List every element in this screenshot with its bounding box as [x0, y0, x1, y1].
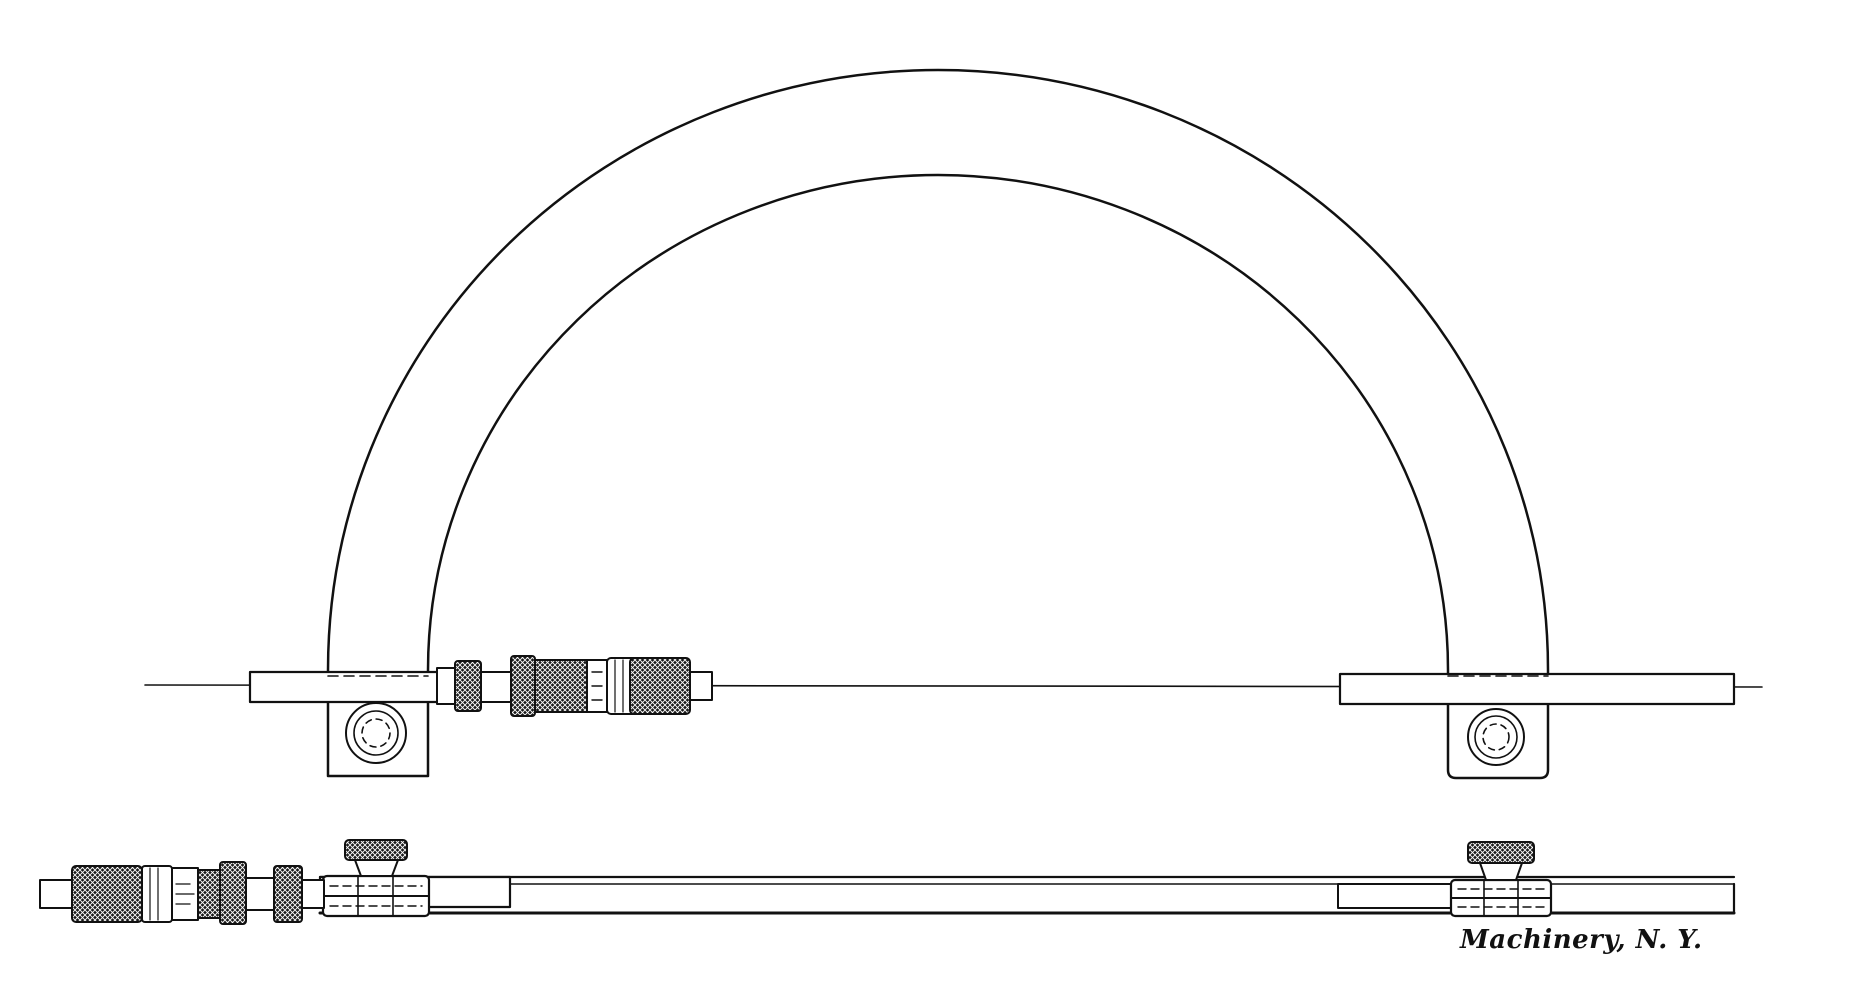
side-view-right-clamp	[1449, 841, 1553, 918]
micrometer-head-front	[436, 655, 713, 717]
publisher-credit: Machinery, N. Y.	[1460, 925, 1703, 955]
side-view-left-clamp	[321, 839, 431, 918]
caliper-frame-arc	[326, 68, 1550, 780]
right-anvil-bar	[1338, 672, 1736, 706]
right-clamp-screw-icon	[1467, 708, 1525, 766]
left-clamp-screw-icon	[345, 702, 407, 764]
micrometer-head-side	[39, 861, 325, 925]
